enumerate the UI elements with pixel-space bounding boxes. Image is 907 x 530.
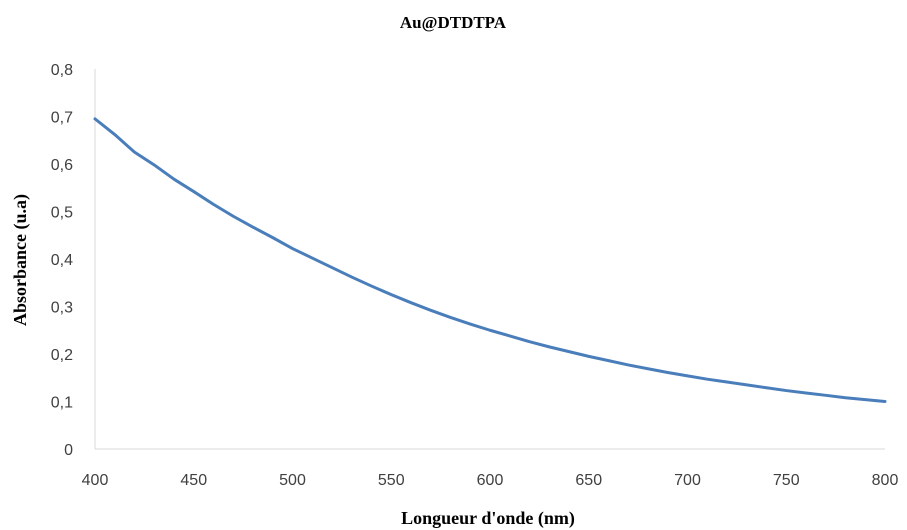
x-tick-label: 550 xyxy=(378,472,405,489)
y-tick-label: 0 xyxy=(64,442,73,459)
x-axis-ticks: 400 450 500 550 600 650 700 750 800 xyxy=(82,472,899,489)
y-tick-label: 0,5 xyxy=(51,205,73,222)
y-tick-label: 0,2 xyxy=(51,347,73,364)
x-tick-label: 750 xyxy=(773,472,800,489)
y-axis-title: Absorbance (u.a) xyxy=(10,194,31,326)
chart-title: Au@DTDTPA xyxy=(400,13,507,32)
y-tick-label: 0,3 xyxy=(51,300,73,317)
x-tick-label: 800 xyxy=(872,472,899,489)
x-tick-label: 450 xyxy=(180,472,207,489)
x-tick-label: 650 xyxy=(575,472,602,489)
y-tick-label: 0,6 xyxy=(51,157,73,174)
x-tick-label: 400 xyxy=(82,472,109,489)
y-tick-label: 0,4 xyxy=(51,252,73,269)
y-axis-ticks: 0 0,1 0,2 0,3 0,4 0,5 0,6 0,7 0,8 xyxy=(51,62,73,459)
x-tick-label: 700 xyxy=(674,472,701,489)
y-tick-label: 0,8 xyxy=(51,62,73,79)
y-tick-label: 0,1 xyxy=(51,395,73,412)
y-tick-label: 0,7 xyxy=(51,110,73,127)
x-tick-label: 600 xyxy=(477,472,504,489)
x-axis-title: Longueur d'onde (nm) xyxy=(401,508,575,529)
x-tick-label: 500 xyxy=(279,472,306,489)
series-line xyxy=(93,117,887,403)
